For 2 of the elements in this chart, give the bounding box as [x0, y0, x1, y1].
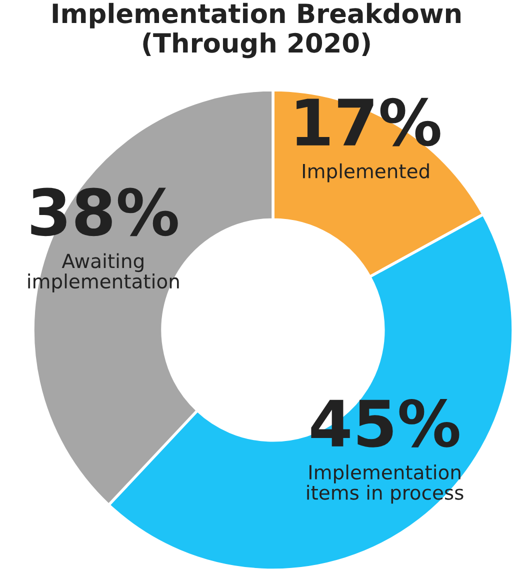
slice-label: Implemented [302, 163, 429, 182]
chart-title: Implementation Breakdown (Through 2020) [52, 2, 460, 58]
